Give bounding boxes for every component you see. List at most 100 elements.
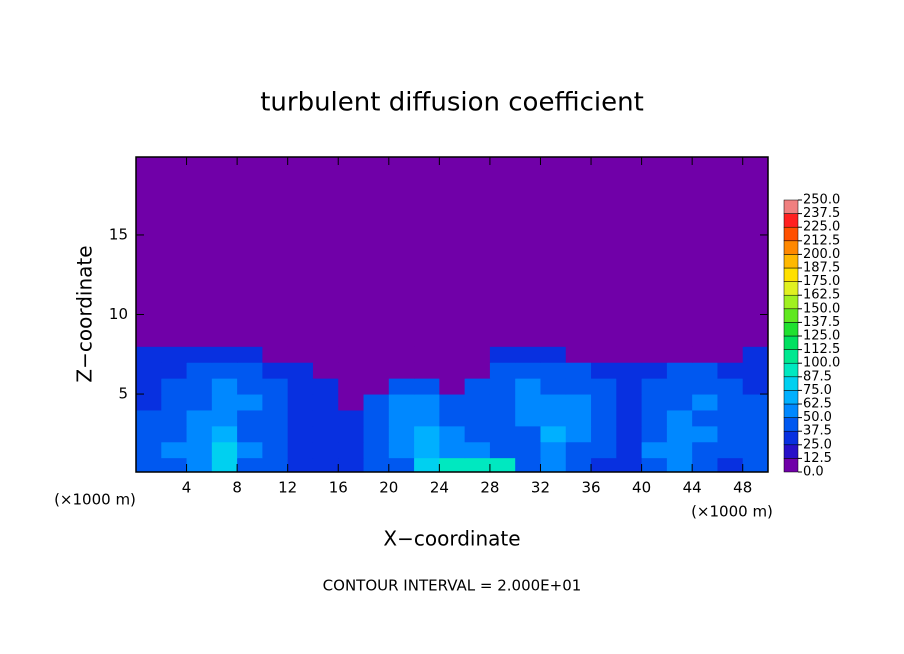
x-tick-label: 32 bbox=[531, 479, 550, 497]
cell bbox=[464, 409, 491, 427]
cell bbox=[287, 346, 314, 363]
cell bbox=[136, 378, 162, 395]
cell bbox=[414, 378, 440, 395]
cell bbox=[540, 346, 567, 363]
cell bbox=[464, 457, 491, 472]
colorbar-label: 50.0 bbox=[803, 410, 832, 425]
colorbar-swatch bbox=[783, 335, 799, 350]
cell bbox=[540, 394, 567, 411]
cell bbox=[439, 378, 466, 395]
cell bbox=[161, 457, 188, 472]
cell bbox=[338, 425, 365, 443]
cell bbox=[666, 409, 693, 427]
cell bbox=[565, 346, 592, 363]
colorbar-label: 137.5 bbox=[803, 315, 840, 330]
cell bbox=[641, 330, 668, 347]
cell bbox=[616, 425, 643, 443]
cell bbox=[717, 378, 744, 395]
cell bbox=[363, 330, 390, 347]
chart-title: turbulent diffusion coefficient bbox=[260, 88, 644, 118]
colorbar-swatch bbox=[783, 199, 799, 214]
cell bbox=[641, 362, 668, 379]
cell bbox=[515, 409, 541, 427]
colorbar-label: 75.0 bbox=[803, 383, 832, 398]
cell bbox=[591, 394, 617, 411]
x-tick-label: 4 bbox=[182, 479, 192, 497]
cell bbox=[565, 441, 592, 459]
cell bbox=[616, 362, 643, 379]
cell bbox=[312, 441, 339, 459]
cell bbox=[388, 457, 415, 472]
cell bbox=[338, 346, 365, 363]
cell bbox=[666, 346, 693, 363]
cell bbox=[717, 409, 744, 427]
cell bbox=[388, 378, 415, 395]
cell bbox=[414, 441, 440, 459]
colorbar-swatch bbox=[783, 267, 799, 282]
cell bbox=[338, 394, 365, 411]
cell bbox=[464, 346, 491, 363]
colorbar-swatch bbox=[783, 458, 799, 473]
cell bbox=[186, 457, 213, 472]
cell bbox=[540, 378, 567, 395]
colorbar-swatch bbox=[783, 294, 799, 310]
colorbar-swatch bbox=[783, 308, 799, 323]
colorbar-label: 0.0 bbox=[803, 465, 824, 480]
cell bbox=[414, 409, 440, 427]
cell bbox=[186, 441, 213, 459]
cell bbox=[616, 409, 643, 427]
cell bbox=[161, 394, 188, 411]
cell bbox=[565, 425, 592, 443]
cell bbox=[262, 409, 289, 427]
cell bbox=[692, 346, 718, 363]
colorbar-label: 175.0 bbox=[803, 274, 840, 289]
cell bbox=[666, 425, 693, 443]
cell bbox=[515, 441, 541, 459]
cell bbox=[692, 378, 718, 395]
cell bbox=[414, 394, 440, 411]
cell bbox=[211, 409, 238, 427]
cell bbox=[489, 441, 516, 459]
cell bbox=[312, 457, 339, 472]
colorbar-label: 37.5 bbox=[803, 424, 832, 439]
cell bbox=[591, 346, 617, 363]
cell bbox=[666, 330, 693, 347]
cell bbox=[515, 425, 541, 443]
colorbar-label: 25.0 bbox=[803, 437, 832, 452]
colorbar-swatch bbox=[783, 322, 799, 337]
cell bbox=[237, 378, 263, 395]
cell bbox=[742, 409, 768, 427]
cell bbox=[641, 409, 668, 427]
cell bbox=[161, 441, 188, 459]
cell bbox=[312, 346, 339, 363]
cell bbox=[363, 441, 390, 459]
colorbar-label: 12.5 bbox=[803, 451, 832, 466]
cell bbox=[464, 425, 491, 443]
cell bbox=[287, 457, 314, 472]
cell bbox=[161, 362, 188, 379]
cell bbox=[388, 330, 415, 347]
cell bbox=[136, 457, 162, 472]
colorbar-swatch bbox=[783, 281, 799, 296]
cell bbox=[136, 441, 162, 459]
x-tick-label: 16 bbox=[329, 479, 348, 497]
colorbar-swatch bbox=[783, 376, 799, 391]
x-unit: (×1000 m) bbox=[691, 503, 773, 521]
colorbar-swatch bbox=[783, 430, 799, 446]
cell bbox=[641, 457, 668, 472]
cell bbox=[464, 394, 491, 411]
cell bbox=[136, 394, 162, 411]
cell bbox=[565, 330, 592, 347]
cell bbox=[641, 394, 668, 411]
plot-area bbox=[136, 157, 768, 472]
cell bbox=[237, 425, 263, 443]
cell bbox=[237, 394, 263, 411]
colorbar-swatch bbox=[783, 213, 799, 228]
cell bbox=[742, 425, 768, 443]
cell bbox=[388, 362, 415, 379]
cell bbox=[161, 330, 188, 347]
cell bbox=[287, 330, 314, 347]
cell bbox=[211, 378, 238, 395]
colorbar-label: 225.0 bbox=[803, 220, 840, 235]
